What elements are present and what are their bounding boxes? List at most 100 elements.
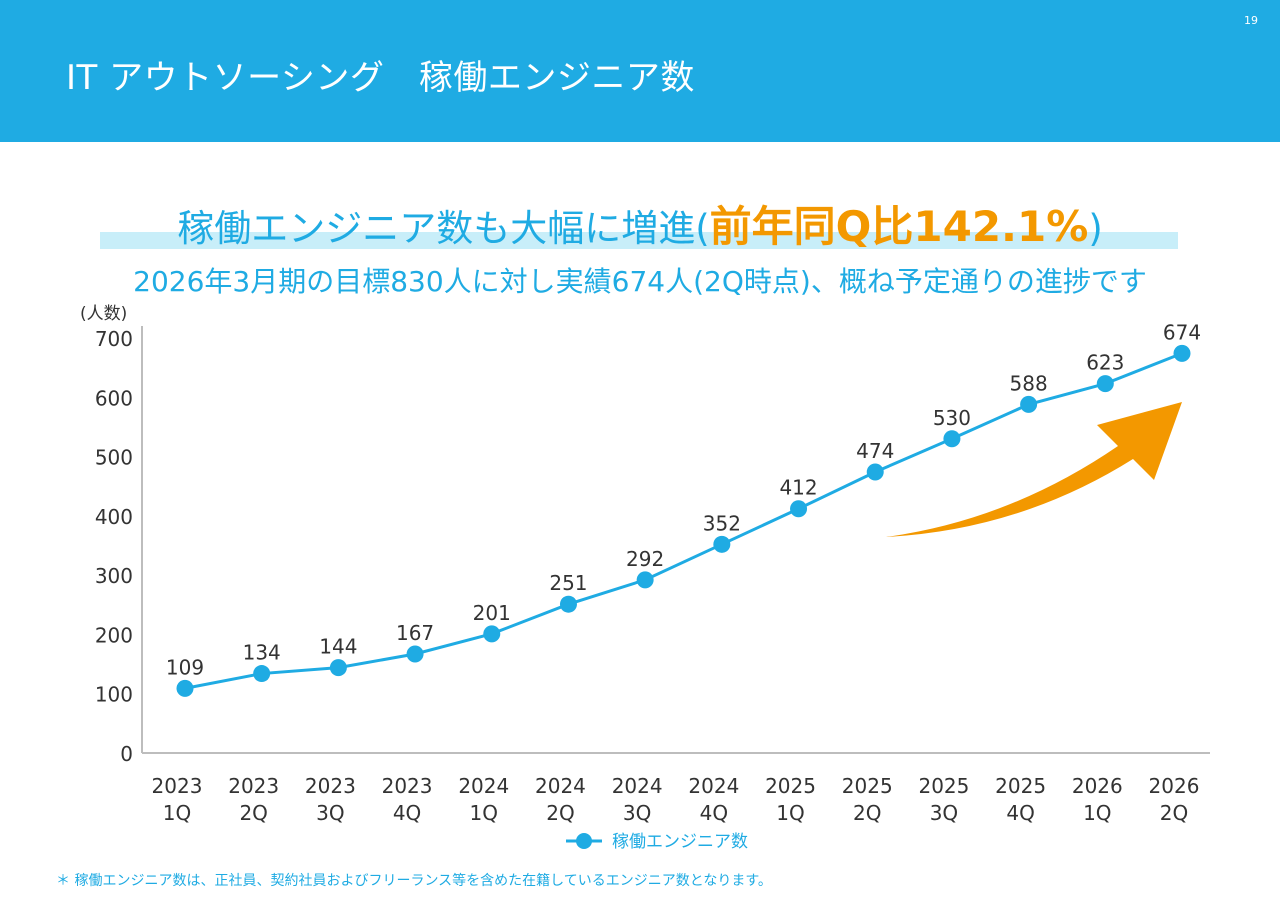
x-tick-quarter: 2Q (546, 801, 574, 825)
x-tick-year: 2024 (612, 774, 663, 798)
x-tick-labels: 20231Q20232Q20233Q20234Q20241Q20242Q2024… (152, 774, 1200, 825)
legend-label: 稼働エンジニア数 (612, 832, 748, 852)
x-tick-quarter: 2Q (1160, 801, 1188, 825)
x-tick-year: 2023 (152, 774, 203, 798)
x-tick-quarter: 1Q (470, 801, 498, 825)
data-label: 412 (779, 476, 817, 500)
x-tick-year: 2023 (382, 774, 433, 798)
x-tick-quarter: 1Q (1083, 801, 1111, 825)
x-tick-label: 2024 1Q (458, 774, 509, 825)
data-point (790, 500, 808, 518)
x-tick-quarter: 3Q (316, 801, 344, 825)
data-label: 474 (856, 439, 894, 463)
data-point (1020, 395, 1038, 413)
data-label: 134 (243, 641, 281, 665)
y-tick-label: 0 (120, 742, 133, 766)
x-tick-label: 2023 3Q (305, 774, 356, 825)
data-point (866, 463, 884, 481)
data-label: 352 (703, 511, 741, 535)
x-tick-year: 2025 (842, 774, 893, 798)
x-tick-quarter: 1Q (163, 801, 191, 825)
x-tick-year: 2025 (765, 774, 816, 798)
growth-arrow-icon (886, 402, 1182, 537)
x-tick-year: 2025 (918, 774, 969, 798)
data-label: 109 (166, 655, 204, 679)
subheadline: 2026年3月期の目標830人に対し実績674人(2Q時点)、概ね予定通りの進捗… (133, 265, 1147, 298)
x-tick-year: 2026 (1149, 774, 1200, 798)
data-point (943, 430, 961, 448)
y-axis-title: (人数) (80, 304, 127, 324)
headline-highlight-band (100, 232, 1178, 249)
data-point (1096, 375, 1114, 393)
data-label: 292 (626, 547, 664, 571)
x-tick-quarter: 4Q (700, 801, 728, 825)
data-point (636, 571, 654, 589)
x-tick-label: 2023 1Q (152, 774, 203, 825)
x-tick-label: 2023 2Q (228, 774, 279, 825)
x-tick-label: 2023 4Q (382, 774, 433, 825)
y-tick-label: 300 (95, 564, 133, 588)
x-tick-quarter: 3Q (623, 801, 651, 825)
y-tick-label: 400 (95, 505, 133, 529)
headline: 稼働エンジニア数も大幅に増進(前年同Q比142.1%) (0, 193, 1280, 254)
x-tick-year: 2025 (995, 774, 1046, 798)
data-label: 251 (549, 571, 587, 595)
data-label: 167 (396, 621, 434, 645)
x-tick-label: 2025 2Q (842, 774, 893, 825)
headline-accent: 前年同Q比142.1% (709, 202, 1089, 251)
x-tick-label: 2025 1Q (765, 774, 816, 825)
x-tick-year: 2024 (458, 774, 509, 798)
data-label: 144 (319, 635, 357, 659)
y-tick-label: 700 (95, 327, 133, 351)
y-tick-label: 200 (95, 623, 133, 647)
data-label: 623 (1086, 351, 1124, 375)
x-tick-year: 2023 (305, 774, 356, 798)
page-title: IT アウトソーシング 稼働エンジニア数 (66, 58, 695, 98)
x-tick-quarter: 4Q (1006, 801, 1034, 825)
data-point (483, 625, 501, 643)
header-bar: IT アウトソーシング 稼働エンジニア数 19 (0, 0, 1280, 142)
data-label: 588 (1010, 371, 1048, 395)
data-point (176, 679, 194, 697)
y-tick-label: 100 (95, 683, 133, 707)
data-point (406, 645, 424, 663)
chart-axes (141, 326, 1210, 754)
x-tick-label: 2026 1Q (1072, 774, 1123, 825)
x-tick-year: 2024 (688, 774, 739, 798)
series-line-group: 109 134 144 167 201 251 292 352 412 474 530 588 623 6… (166, 320, 1201, 697)
x-tick-quarter: 3Q (930, 801, 958, 825)
y-tick-label: 600 (95, 386, 133, 410)
footnote: ＊ 稼働エンジニア数は、正社員、契約社員およびフリーランス等を含めた在籍している… (56, 873, 772, 889)
headline-main: 稼働エンジニア数も大幅に増進( (177, 207, 710, 250)
data-label: 530 (933, 406, 971, 430)
x-tick-label: 2024 3Q (612, 774, 663, 825)
y-tick-labels: 0 100 200 300 400 500 600 700 (人数) (80, 304, 133, 766)
data-point (559, 595, 577, 613)
data-point (329, 659, 347, 677)
page-number: 19 (1244, 14, 1258, 27)
x-tick-quarter: 2Q (239, 801, 267, 825)
data-label: 201 (473, 601, 511, 625)
x-tick-year: 2023 (228, 774, 279, 798)
data-point (253, 665, 271, 683)
x-tick-quarter: 2Q (853, 801, 881, 825)
data-point (1173, 344, 1191, 362)
x-tick-label: 2025 3Q (918, 774, 969, 825)
x-tick-label: 2024 2Q (535, 774, 586, 825)
series-line (184, 352, 1183, 690)
y-tick-label: 500 (95, 446, 133, 470)
x-tick-year: 2024 (535, 774, 586, 798)
headline-close: ) (1088, 207, 1103, 250)
data-label: 674 (1163, 320, 1201, 344)
x-tick-label: 2025 4Q (995, 774, 1046, 825)
data-point (713, 535, 731, 553)
x-tick-year: 2026 (1072, 774, 1123, 798)
chart-legend: 稼働エンジニア数 (566, 832, 748, 852)
legend-marker (576, 833, 592, 849)
x-tick-quarter: 1Q (776, 801, 804, 825)
x-tick-label: 2024 4Q (688, 774, 739, 825)
x-tick-label: 2026 2Q (1149, 774, 1200, 825)
growth-arrow-shape (886, 402, 1182, 537)
x-tick-quarter: 4Q (393, 801, 421, 825)
